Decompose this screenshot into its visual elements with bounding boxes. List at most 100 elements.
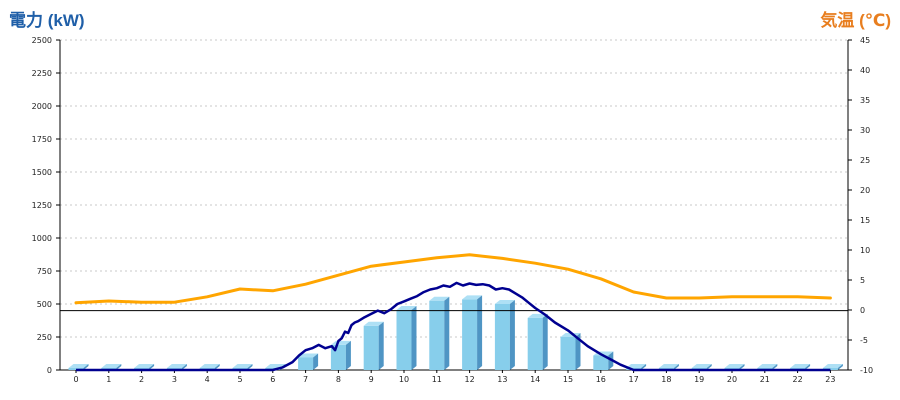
bar-top <box>691 364 712 368</box>
x-tick-label: 2 <box>139 375 144 384</box>
right-tick-label: 5 <box>860 276 865 285</box>
left-tick-label: 2000 <box>32 102 52 111</box>
bar <box>462 295 483 370</box>
bar-top <box>199 364 220 368</box>
left-axis-title: 電力 (kW) <box>9 11 85 30</box>
bar <box>527 313 548 370</box>
right-tick-label: -10 <box>860 366 873 375</box>
bar-top <box>101 364 122 368</box>
bar-side <box>673 364 679 370</box>
right-tick-label: 10 <box>860 246 870 255</box>
bar-top <box>462 295 483 300</box>
x-tick-label: 1 <box>106 375 111 384</box>
x-tick-label: 11 <box>432 375 442 384</box>
bar-top <box>396 305 417 310</box>
x-tick-label: 10 <box>399 375 409 384</box>
bar-side <box>116 364 122 370</box>
power-line <box>76 281 831 372</box>
bar-top <box>166 364 187 368</box>
bar-side <box>739 364 745 370</box>
bar-side <box>345 340 351 370</box>
right-tick-label: 40 <box>860 66 870 75</box>
left-tick-label: 250 <box>37 333 52 342</box>
right-tick-label: 35 <box>860 96 870 105</box>
bar-side <box>509 300 515 370</box>
bar <box>396 305 417 370</box>
x-tick-label: 21 <box>760 375 770 384</box>
bar-side <box>641 364 647 370</box>
bar <box>560 333 581 370</box>
bar-top <box>330 340 351 345</box>
bar <box>593 351 614 370</box>
bar-front <box>363 325 379 370</box>
x-tick-label: 15 <box>563 375 573 384</box>
bar-front <box>298 357 314 370</box>
x-tick-label: 12 <box>465 375 475 384</box>
bar <box>494 300 515 370</box>
bar-side <box>247 364 253 370</box>
bar-top <box>232 364 253 368</box>
bar-top <box>494 300 515 304</box>
right-tick-label: 0 <box>860 306 865 315</box>
bar-side <box>772 364 778 370</box>
bar-side <box>575 333 581 370</box>
left-tick-label: 2500 <box>32 36 52 45</box>
right-axis-title: 気温 (℃) <box>820 11 891 30</box>
bar-side <box>83 364 89 370</box>
x-tick-label: 6 <box>270 375 275 384</box>
bar-side <box>378 321 384 370</box>
temperature-line <box>74 253 832 305</box>
left-tick-label: 750 <box>37 267 52 276</box>
bar-side <box>444 296 450 370</box>
bar-top <box>626 364 647 368</box>
bar-side <box>149 364 155 370</box>
x-tick-label: 23 <box>825 375 835 384</box>
bar-top <box>298 353 319 358</box>
x-tick-label: 7 <box>303 375 308 384</box>
bar <box>330 340 351 370</box>
bar-top <box>134 364 155 368</box>
x-tick-label: 18 <box>661 375 671 384</box>
bar-side <box>214 364 220 370</box>
bar-top <box>822 364 843 368</box>
bar-top <box>363 321 384 326</box>
bar-side <box>411 305 417 370</box>
bar-side <box>181 364 187 370</box>
x-tick-label: 9 <box>369 375 374 384</box>
right-tick-label: 15 <box>860 216 870 225</box>
bar <box>363 321 384 370</box>
bar-front <box>527 317 543 370</box>
bar <box>298 353 319 370</box>
bar-front <box>560 337 576 370</box>
right-tick-label: 45 <box>860 36 870 45</box>
bar-side <box>706 364 712 370</box>
bar-front <box>429 300 445 370</box>
x-tick-label: 13 <box>497 375 507 384</box>
bar-front <box>494 304 510 370</box>
bar-side <box>313 353 319 370</box>
left-tick-label: 500 <box>37 300 52 309</box>
bar-top <box>790 364 811 368</box>
bar-front <box>462 299 478 370</box>
right-tick-label: 20 <box>860 186 870 195</box>
bar-top <box>658 364 679 368</box>
x-tick-label: 19 <box>694 375 704 384</box>
left-tick-label: 1250 <box>32 201 52 210</box>
bar-front <box>396 309 412 370</box>
bar-side <box>805 364 811 370</box>
left-tick-label: 1750 <box>32 135 52 144</box>
bar-side <box>542 313 548 370</box>
bar-top <box>68 364 89 368</box>
left-tick-label: 1500 <box>32 168 52 177</box>
bar-top <box>757 364 778 368</box>
left-tick-label: 0 <box>47 366 52 375</box>
bar <box>429 296 450 370</box>
bar-top <box>527 313 548 318</box>
bar-top <box>724 364 745 368</box>
x-tick-label: 14 <box>530 375 540 384</box>
x-tick-label: 22 <box>793 375 803 384</box>
x-tick-label: 16 <box>596 375 606 384</box>
left-tick-label: 2250 <box>32 69 52 78</box>
x-tick-label: 20 <box>727 375 737 384</box>
